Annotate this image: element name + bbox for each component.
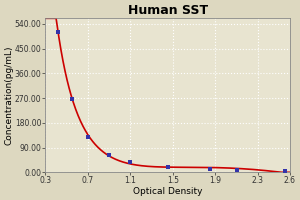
Y-axis label: Concentration(pg/mL): Concentration(pg/mL) (4, 46, 13, 145)
Title: Human SST: Human SST (128, 4, 208, 17)
X-axis label: Optical Density: Optical Density (133, 187, 202, 196)
